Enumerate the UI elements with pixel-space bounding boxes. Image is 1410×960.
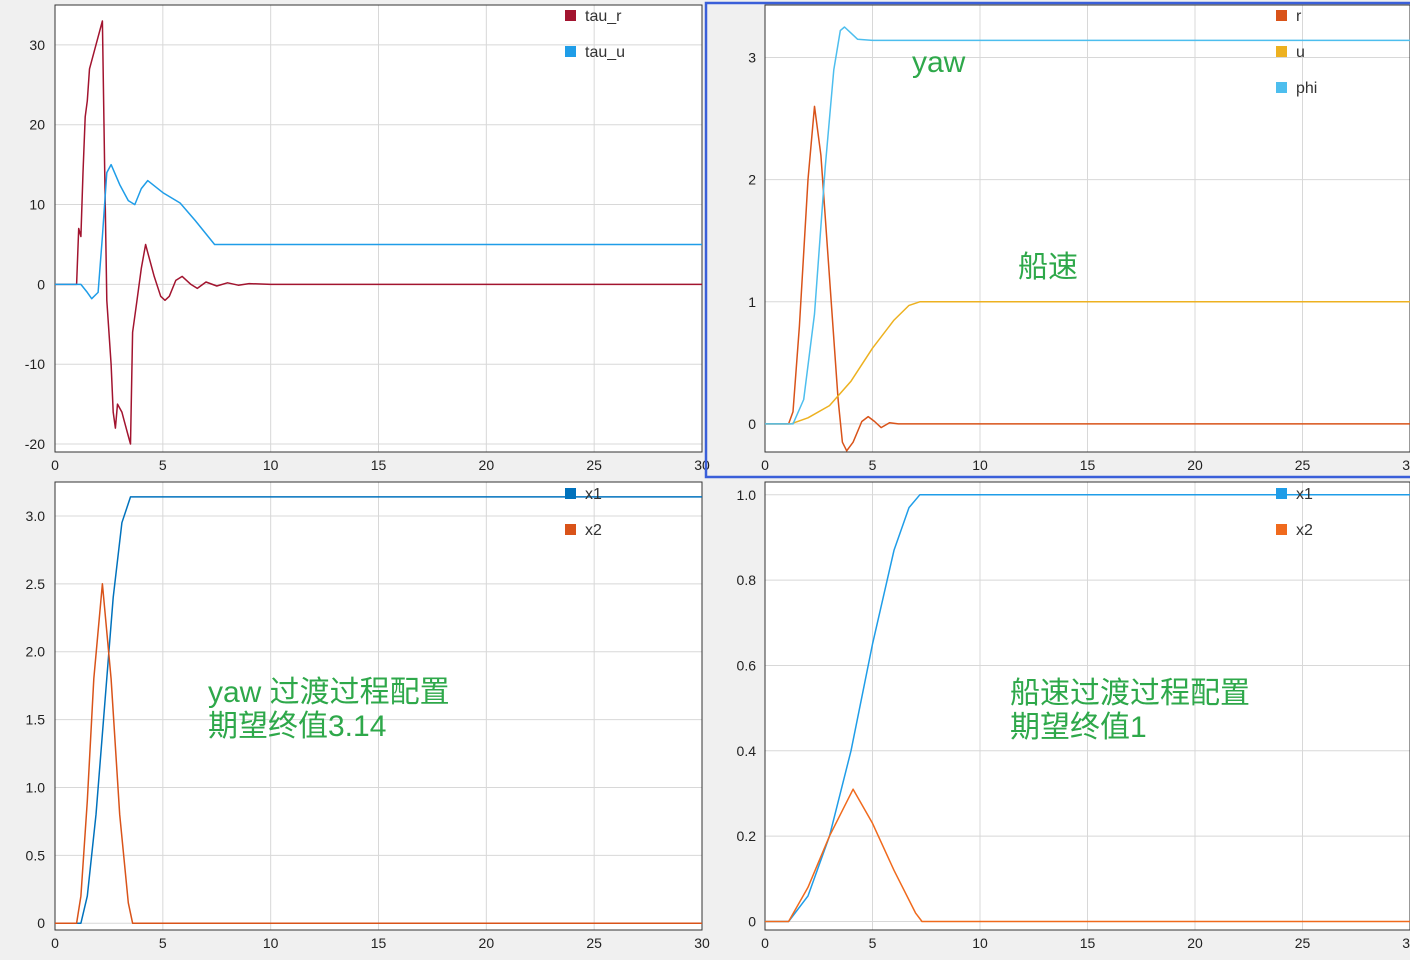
x-tick-label: 30 bbox=[1402, 457, 1410, 473]
plot-border bbox=[764, 481, 1410, 931]
x-tick-label: 20 bbox=[479, 935, 495, 951]
y-tick-label: 20 bbox=[29, 117, 45, 133]
selected-panel-border bbox=[704, 1, 1410, 479]
legend-swatch bbox=[1276, 10, 1287, 21]
legend-swatch bbox=[565, 488, 576, 499]
x-tick-label: 0 bbox=[51, 457, 59, 473]
x-tick-label: 30 bbox=[694, 935, 710, 951]
annotation-line: 期望终值3.14 bbox=[208, 710, 386, 743]
y-tick-label: 30 bbox=[29, 37, 45, 53]
legend-swatch bbox=[565, 524, 576, 535]
x-tick-label: 10 bbox=[972, 457, 988, 473]
y-tick-label: 3 bbox=[748, 50, 756, 66]
chart-panel-top-right[interactable]: 0 5 10 15 20 25 30 0 1 2 3 r u phi bbox=[748, 4, 1410, 473]
legend-label: u bbox=[1296, 44, 1305, 61]
y-tick-label: 1.5 bbox=[26, 712, 46, 728]
series-line-x2 bbox=[55, 583, 702, 924]
series-line-tau_u bbox=[55, 163, 702, 300]
legend-label: x1 bbox=[1296, 486, 1313, 503]
y-tick-label: 0 bbox=[748, 416, 756, 432]
plot-border bbox=[764, 4, 1410, 453]
chart-panel-bottom-right[interactable]: 0 5 10 15 20 25 30 0 0.2 0.4 0.6 0.8 1.0 x1 x2 bbox=[737, 481, 1410, 951]
chart-panel-bottom-left[interactable]: 0 5 10 15 20 25 30 0 0.5 1.0 1.5 2.0 2.5 3.0 x1 x2 bbox=[26, 481, 710, 951]
legend-label: phi bbox=[1296, 80, 1317, 97]
legend-label: x2 bbox=[585, 522, 602, 539]
annotation-line: yaw 过渡过程配置 bbox=[208, 676, 450, 709]
x-tick-label: 0 bbox=[51, 935, 59, 951]
chart-panel-top-left[interactable]: 0 5 10 15 20 25 30 -20 -10 0 10 20 30 tau_r tau_u bbox=[25, 4, 710, 473]
y-tick-label: 0 bbox=[37, 915, 45, 931]
annotation-line: 船速过渡过程配置 bbox=[1010, 677, 1250, 710]
y-tick-label: 2.5 bbox=[26, 576, 46, 592]
x-tick-label: 15 bbox=[1080, 457, 1096, 473]
x-tick-label: 20 bbox=[479, 457, 495, 473]
plot-border bbox=[54, 4, 703, 453]
legend-label: x2 bbox=[1296, 522, 1313, 539]
x-tick-label: 25 bbox=[1295, 935, 1311, 951]
x-tick-label: 15 bbox=[371, 457, 387, 473]
y-tick-label: 0.4 bbox=[737, 743, 757, 759]
legend-swatch bbox=[1276, 524, 1287, 535]
y-tick-label: 3.0 bbox=[26, 508, 46, 524]
legend-label: tau_u bbox=[585, 44, 625, 61]
legend-swatch bbox=[565, 46, 576, 57]
x-tick-label: 25 bbox=[1295, 457, 1311, 473]
legend-label: x1 bbox=[585, 486, 602, 503]
x-tick-label: 20 bbox=[1187, 457, 1203, 473]
y-tick-label: 1 bbox=[748, 294, 756, 310]
y-tick-label: 0 bbox=[748, 913, 756, 929]
x-tick-label: 0 bbox=[761, 935, 769, 951]
y-tick-label: 2 bbox=[748, 172, 756, 188]
x-tick-label: 20 bbox=[1187, 935, 1203, 951]
x-tick-label: 15 bbox=[1080, 935, 1096, 951]
annotation-line: 期望终值1 bbox=[1010, 711, 1147, 744]
x-tick-label: 5 bbox=[869, 935, 877, 951]
x-tick-label: 25 bbox=[586, 457, 602, 473]
x-tick-label: 30 bbox=[694, 457, 710, 473]
series-line-tau_r bbox=[55, 20, 702, 445]
annotation-text: yaw 过渡过程配置期望终值3.14 bbox=[208, 676, 450, 743]
series-line-x1 bbox=[55, 496, 702, 924]
x-tick-label: 25 bbox=[586, 935, 602, 951]
legend-label: tau_r bbox=[585, 8, 622, 25]
x-tick-label: 5 bbox=[159, 935, 167, 951]
annotation-text: yaw bbox=[912, 46, 966, 79]
series-line-u bbox=[765, 301, 1410, 425]
x-tick-label: 5 bbox=[159, 457, 167, 473]
annotation-text: 船速 bbox=[1018, 251, 1078, 284]
series-line-phi bbox=[765, 26, 1410, 425]
y-tick-label: 10 bbox=[29, 197, 45, 213]
x-tick-label: 0 bbox=[761, 457, 769, 473]
legend-swatch bbox=[1276, 46, 1287, 57]
y-tick-label: 0.2 bbox=[737, 828, 757, 844]
y-tick-label: -20 bbox=[25, 436, 45, 452]
legend-label: r bbox=[1296, 8, 1302, 25]
y-tick-label: 0.6 bbox=[737, 657, 757, 673]
series-line-x1 bbox=[765, 494, 1410, 923]
x-tick-label: 15 bbox=[371, 935, 387, 951]
series-line-x2 bbox=[765, 788, 1410, 923]
legend-swatch bbox=[565, 10, 576, 21]
legend-swatch bbox=[1276, 82, 1287, 93]
x-tick-label: 30 bbox=[1402, 935, 1410, 951]
annotation-text: 船速过渡过程配置期望终值1 bbox=[1010, 677, 1250, 744]
y-tick-label: 1.0 bbox=[26, 779, 46, 795]
x-tick-label: 10 bbox=[263, 457, 279, 473]
y-tick-label: 0.5 bbox=[26, 847, 46, 863]
x-tick-label: 5 bbox=[869, 457, 877, 473]
series-line-r bbox=[765, 105, 1410, 452]
y-tick-label: 2.0 bbox=[26, 644, 46, 660]
y-tick-label: 1.0 bbox=[737, 487, 757, 503]
x-tick-label: 10 bbox=[263, 935, 279, 951]
legend-swatch bbox=[1276, 488, 1287, 499]
y-tick-label: -10 bbox=[25, 356, 45, 372]
y-tick-label: 0.8 bbox=[737, 572, 757, 588]
plot-border bbox=[54, 481, 703, 931]
x-tick-label: 10 bbox=[972, 935, 988, 951]
y-tick-label: 0 bbox=[37, 276, 45, 292]
